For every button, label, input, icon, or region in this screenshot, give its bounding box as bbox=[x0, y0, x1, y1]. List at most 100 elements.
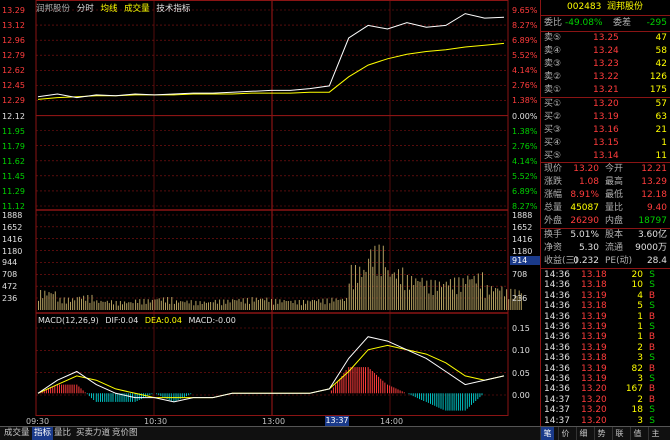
volume-bar bbox=[417, 281, 419, 310]
header-item-junxian[interactable]: 均线 bbox=[100, 4, 118, 14]
tick-row[interactable]: 14:37 13.20 2 B bbox=[541, 395, 670, 405]
tick-row[interactable]: 14:36 13.19 1 B bbox=[541, 312, 670, 322]
volume-bar bbox=[456, 294, 458, 310]
volume-bar bbox=[298, 300, 300, 310]
tab-buy-sell-force[interactable]: 买卖力道 bbox=[76, 428, 111, 438]
intraday-chart[interactable]: 润邦股份 分时 均线 成交量 技术指标 MACD(12,26,9) DIF:0.… bbox=[0, 0, 542, 426]
macd-tick-label: 0.15 bbox=[512, 324, 530, 333]
tick-side: B bbox=[648, 332, 655, 343]
volume-bar bbox=[324, 304, 326, 310]
order-price: 13.25 bbox=[593, 33, 619, 43]
volume-bar bbox=[234, 300, 236, 310]
tick-row[interactable]: 14:36 13.18 3 S bbox=[541, 353, 670, 363]
volume-bar bbox=[411, 276, 413, 310]
volume-bar bbox=[72, 298, 74, 310]
tick-volume: 2 bbox=[637, 394, 643, 405]
tick-row[interactable]: 14:36 13.18 5 S bbox=[541, 301, 670, 311]
stat-label: 净资 bbox=[544, 243, 563, 253]
volume-bar bbox=[322, 298, 324, 310]
volume-bar bbox=[264, 300, 266, 310]
tick-price: 13.20 bbox=[581, 405, 607, 416]
stat-label: 收益(三) bbox=[544, 256, 579, 266]
time-tick-label: 14:00 bbox=[380, 417, 404, 426]
stat-row: 换手 5.01% 股本 3.60亿 bbox=[541, 229, 670, 242]
volume-tick-label-right: 1180 bbox=[512, 246, 533, 256]
volume-bar bbox=[128, 302, 130, 310]
percent-tick-label: 2.76% bbox=[512, 81, 538, 91]
rtab-xi[interactable]: 细 bbox=[576, 427, 590, 440]
stat-label: 今开 bbox=[605, 164, 624, 174]
volume-bar bbox=[296, 304, 298, 310]
tick-row[interactable]: 14:37 13.20 3 S bbox=[541, 416, 670, 426]
rtab-zhi[interactable]: 值 bbox=[630, 427, 644, 440]
volume-bar bbox=[154, 299, 156, 310]
rtab-zhu[interactable]: 主 bbox=[648, 427, 662, 440]
volume-tick-label: 1416 bbox=[2, 234, 23, 244]
volume-bar bbox=[346, 297, 348, 310]
volume-bar bbox=[445, 281, 447, 310]
percent-tick-label: 6.89% bbox=[512, 186, 538, 196]
order-volume: 126 bbox=[649, 72, 667, 82]
tick-time: 14:36 bbox=[544, 363, 570, 374]
volume-bar bbox=[506, 289, 508, 310]
buy-order-row: 买⑤ 13.14 11 bbox=[541, 150, 670, 163]
rtab-jia[interactable]: 价 bbox=[558, 427, 572, 440]
volume-bar bbox=[193, 305, 195, 310]
order-volume: 1 bbox=[661, 138, 667, 148]
volume-bar bbox=[374, 245, 376, 310]
tick-row[interactable]: 14:36 13.19 4 B bbox=[541, 291, 670, 301]
rtab-bi[interactable]: 笔 bbox=[540, 427, 554, 440]
tick-row[interactable]: 14:36 13.19 1 B bbox=[541, 332, 670, 342]
tab-auction[interactable]: 竞价图 bbox=[112, 428, 138, 438]
tick-row[interactable]: 14:36 13.19 3 S bbox=[541, 374, 670, 384]
price-tick-label: 13.29 bbox=[2, 6, 25, 15]
volume-bar bbox=[283, 300, 285, 310]
volume-bar bbox=[61, 303, 63, 310]
tab-volume-ratio[interactable]: 量比 bbox=[54, 428, 72, 438]
volume-bar bbox=[490, 286, 492, 310]
volume-tick-label: 1180 bbox=[2, 246, 23, 256]
volume-bar bbox=[240, 301, 242, 310]
tick-price: 13.20 bbox=[581, 415, 607, 426]
tick-row[interactable]: 14:36 13.19 1 S bbox=[541, 322, 670, 332]
tick-time: 14:36 bbox=[544, 301, 570, 312]
volume-bar bbox=[167, 297, 169, 310]
stat-label: 量比 bbox=[605, 203, 624, 213]
volume-bar bbox=[219, 299, 221, 310]
macd-value: MACD:-0.00 bbox=[188, 316, 236, 325]
volume-bar bbox=[184, 302, 186, 310]
order-price: 13.15 bbox=[593, 138, 619, 148]
tick-row[interactable]: 14:36 13.19 2 B bbox=[541, 343, 670, 353]
tick-row[interactable]: 14:37 13.20 18 S bbox=[541, 405, 670, 415]
volume-bar bbox=[432, 295, 434, 310]
header-item-fenshi[interactable]: 分时 bbox=[76, 4, 94, 14]
header-item-indicator[interactable]: 技术指标 bbox=[156, 4, 191, 14]
volume-bar bbox=[111, 300, 112, 310]
volume-bar bbox=[162, 297, 164, 310]
tick-price: 13.18 bbox=[581, 280, 607, 291]
rtab-shi[interactable]: 势 bbox=[594, 427, 608, 440]
percent-tick-label: 4.14% bbox=[512, 66, 538, 76]
macd-tick-label: 0.05 bbox=[512, 368, 530, 378]
volume-bar bbox=[477, 273, 479, 310]
rtab-lian[interactable]: 联 bbox=[612, 427, 626, 440]
tab-volume[interactable]: 成交量 bbox=[4, 428, 30, 438]
volume-bar bbox=[130, 302, 132, 310]
volume-bar bbox=[365, 271, 367, 310]
tick-time: 14:37 bbox=[544, 405, 570, 416]
volume-bar bbox=[337, 300, 339, 310]
header-item-volume[interactable]: 成交量 bbox=[124, 4, 150, 14]
volume-bar bbox=[469, 279, 471, 310]
price-tick-label: 11.12 bbox=[2, 202, 25, 211]
volume-bar bbox=[370, 249, 372, 310]
stat-row: 涨跌 1.08 最高 13.29 bbox=[541, 176, 670, 189]
tick-row[interactable]: 14:36 13.18 10 S bbox=[541, 280, 670, 290]
price-tick-label: 11.29 bbox=[2, 186, 25, 196]
chart-canvas bbox=[35, 0, 522, 416]
tick-row[interactable]: 14:36 13.18 20 S bbox=[541, 270, 670, 280]
tick-volume: 1 bbox=[637, 322, 643, 332]
tick-row[interactable]: 14:36 13.19 82 B bbox=[541, 364, 670, 374]
tab-indicator[interactable]: 指标 bbox=[32, 427, 54, 440]
tick-row[interactable]: 14:36 13.20 167 B bbox=[541, 384, 670, 394]
volume-bar bbox=[195, 300, 197, 310]
